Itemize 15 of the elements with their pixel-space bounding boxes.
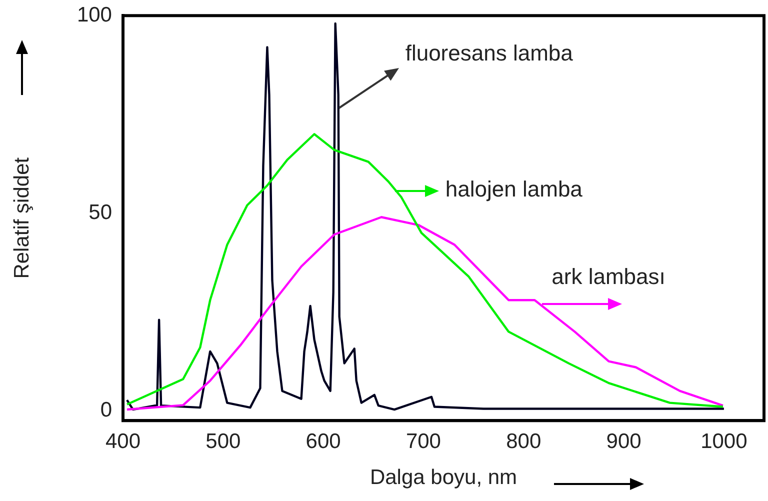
x-tick-label: 500 [206,430,241,453]
x-axis-title: Dalga boyu, nm [370,466,518,490]
y-tick-label: 0 [100,398,112,422]
x-tick-label: 900 [606,430,642,453]
y-tick-label: 50 [88,200,112,224]
annotation: ark lambası [552,264,666,290]
x-tick-label: 700 [406,430,441,453]
x-tick-label: 1000 [700,430,748,453]
annotation: halojen lamba [445,176,584,202]
y-axis-title: Relatif şiddet [10,157,34,279]
x-tick-label: 600 [306,430,341,453]
x-tick-label: 400 [105,430,141,453]
annotation: fluoresans lamba [405,40,574,66]
y-tick-label: 100 [76,3,112,26]
x-tick-label: 800 [506,430,542,453]
